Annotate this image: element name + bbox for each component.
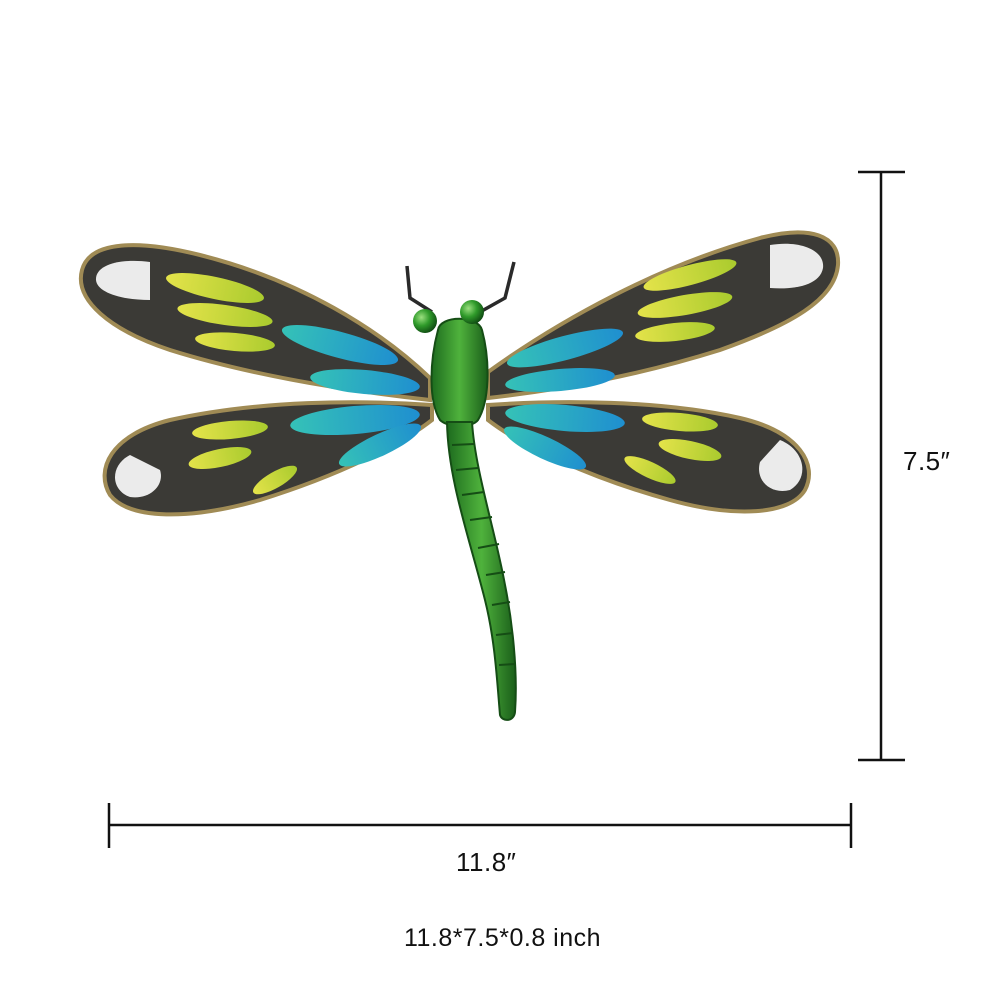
dragonfly-tail: [445, 421, 517, 721]
right-eye: [460, 300, 484, 324]
height-dimension-line: [858, 170, 905, 762]
right-upper-wing: [486, 230, 841, 401]
height-dimension-label: 7.5″: [903, 446, 951, 476]
left-eye: [413, 309, 437, 333]
left-upper-wing: [78, 243, 432, 403]
antennae: [405, 261, 516, 314]
width-dimension-label: 11.8″: [456, 847, 517, 877]
right-lower-wing: [486, 400, 811, 514]
left-lower-wing: [102, 400, 434, 517]
size-caption: 11.8*7.5*0.8 inch: [403, 924, 602, 952]
width-dimension-line: [107, 803, 853, 848]
dragonfly-body: [413, 300, 517, 721]
